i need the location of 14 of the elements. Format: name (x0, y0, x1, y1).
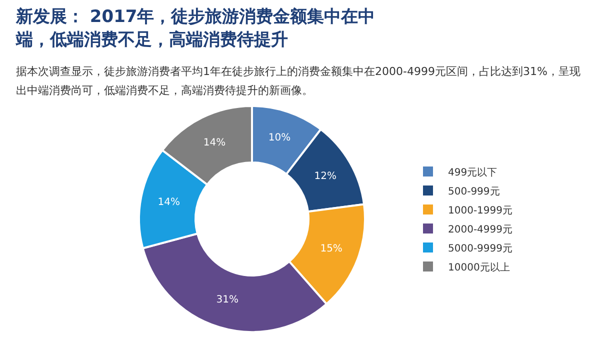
data-label: 31% (216, 294, 239, 306)
data-label: 10% (268, 132, 291, 144)
chart-title: 新发展： 2017年，徒步旅游消费金额集中在中端，低端消费不足，高端消费待提升 (16, 6, 376, 52)
data-label: 14% (203, 137, 226, 148)
chart-subtitle: 据本次调查显示，徒步旅游消费者平均1年在徒步旅行上的消费金额集中在2000-4999元区间，占比达到31%，呈现出中端消费尚可，低端消费不足，高端消费待提升的新画像。 (16, 64, 582, 99)
data-label: 12% (314, 171, 337, 182)
legend-label: 1000-1999元 (448, 205, 513, 216)
legend-label: 10000元以上 (448, 261, 510, 274)
legend-label: 2000-4999元 (448, 224, 513, 236)
legend-label: 500-999元 (448, 186, 500, 198)
legend-label: 499元以下 (448, 166, 498, 178)
data-label: 14% (158, 196, 180, 208)
data-label: 15% (320, 243, 342, 254)
legend-label: 5000-9999元 (448, 243, 513, 254)
